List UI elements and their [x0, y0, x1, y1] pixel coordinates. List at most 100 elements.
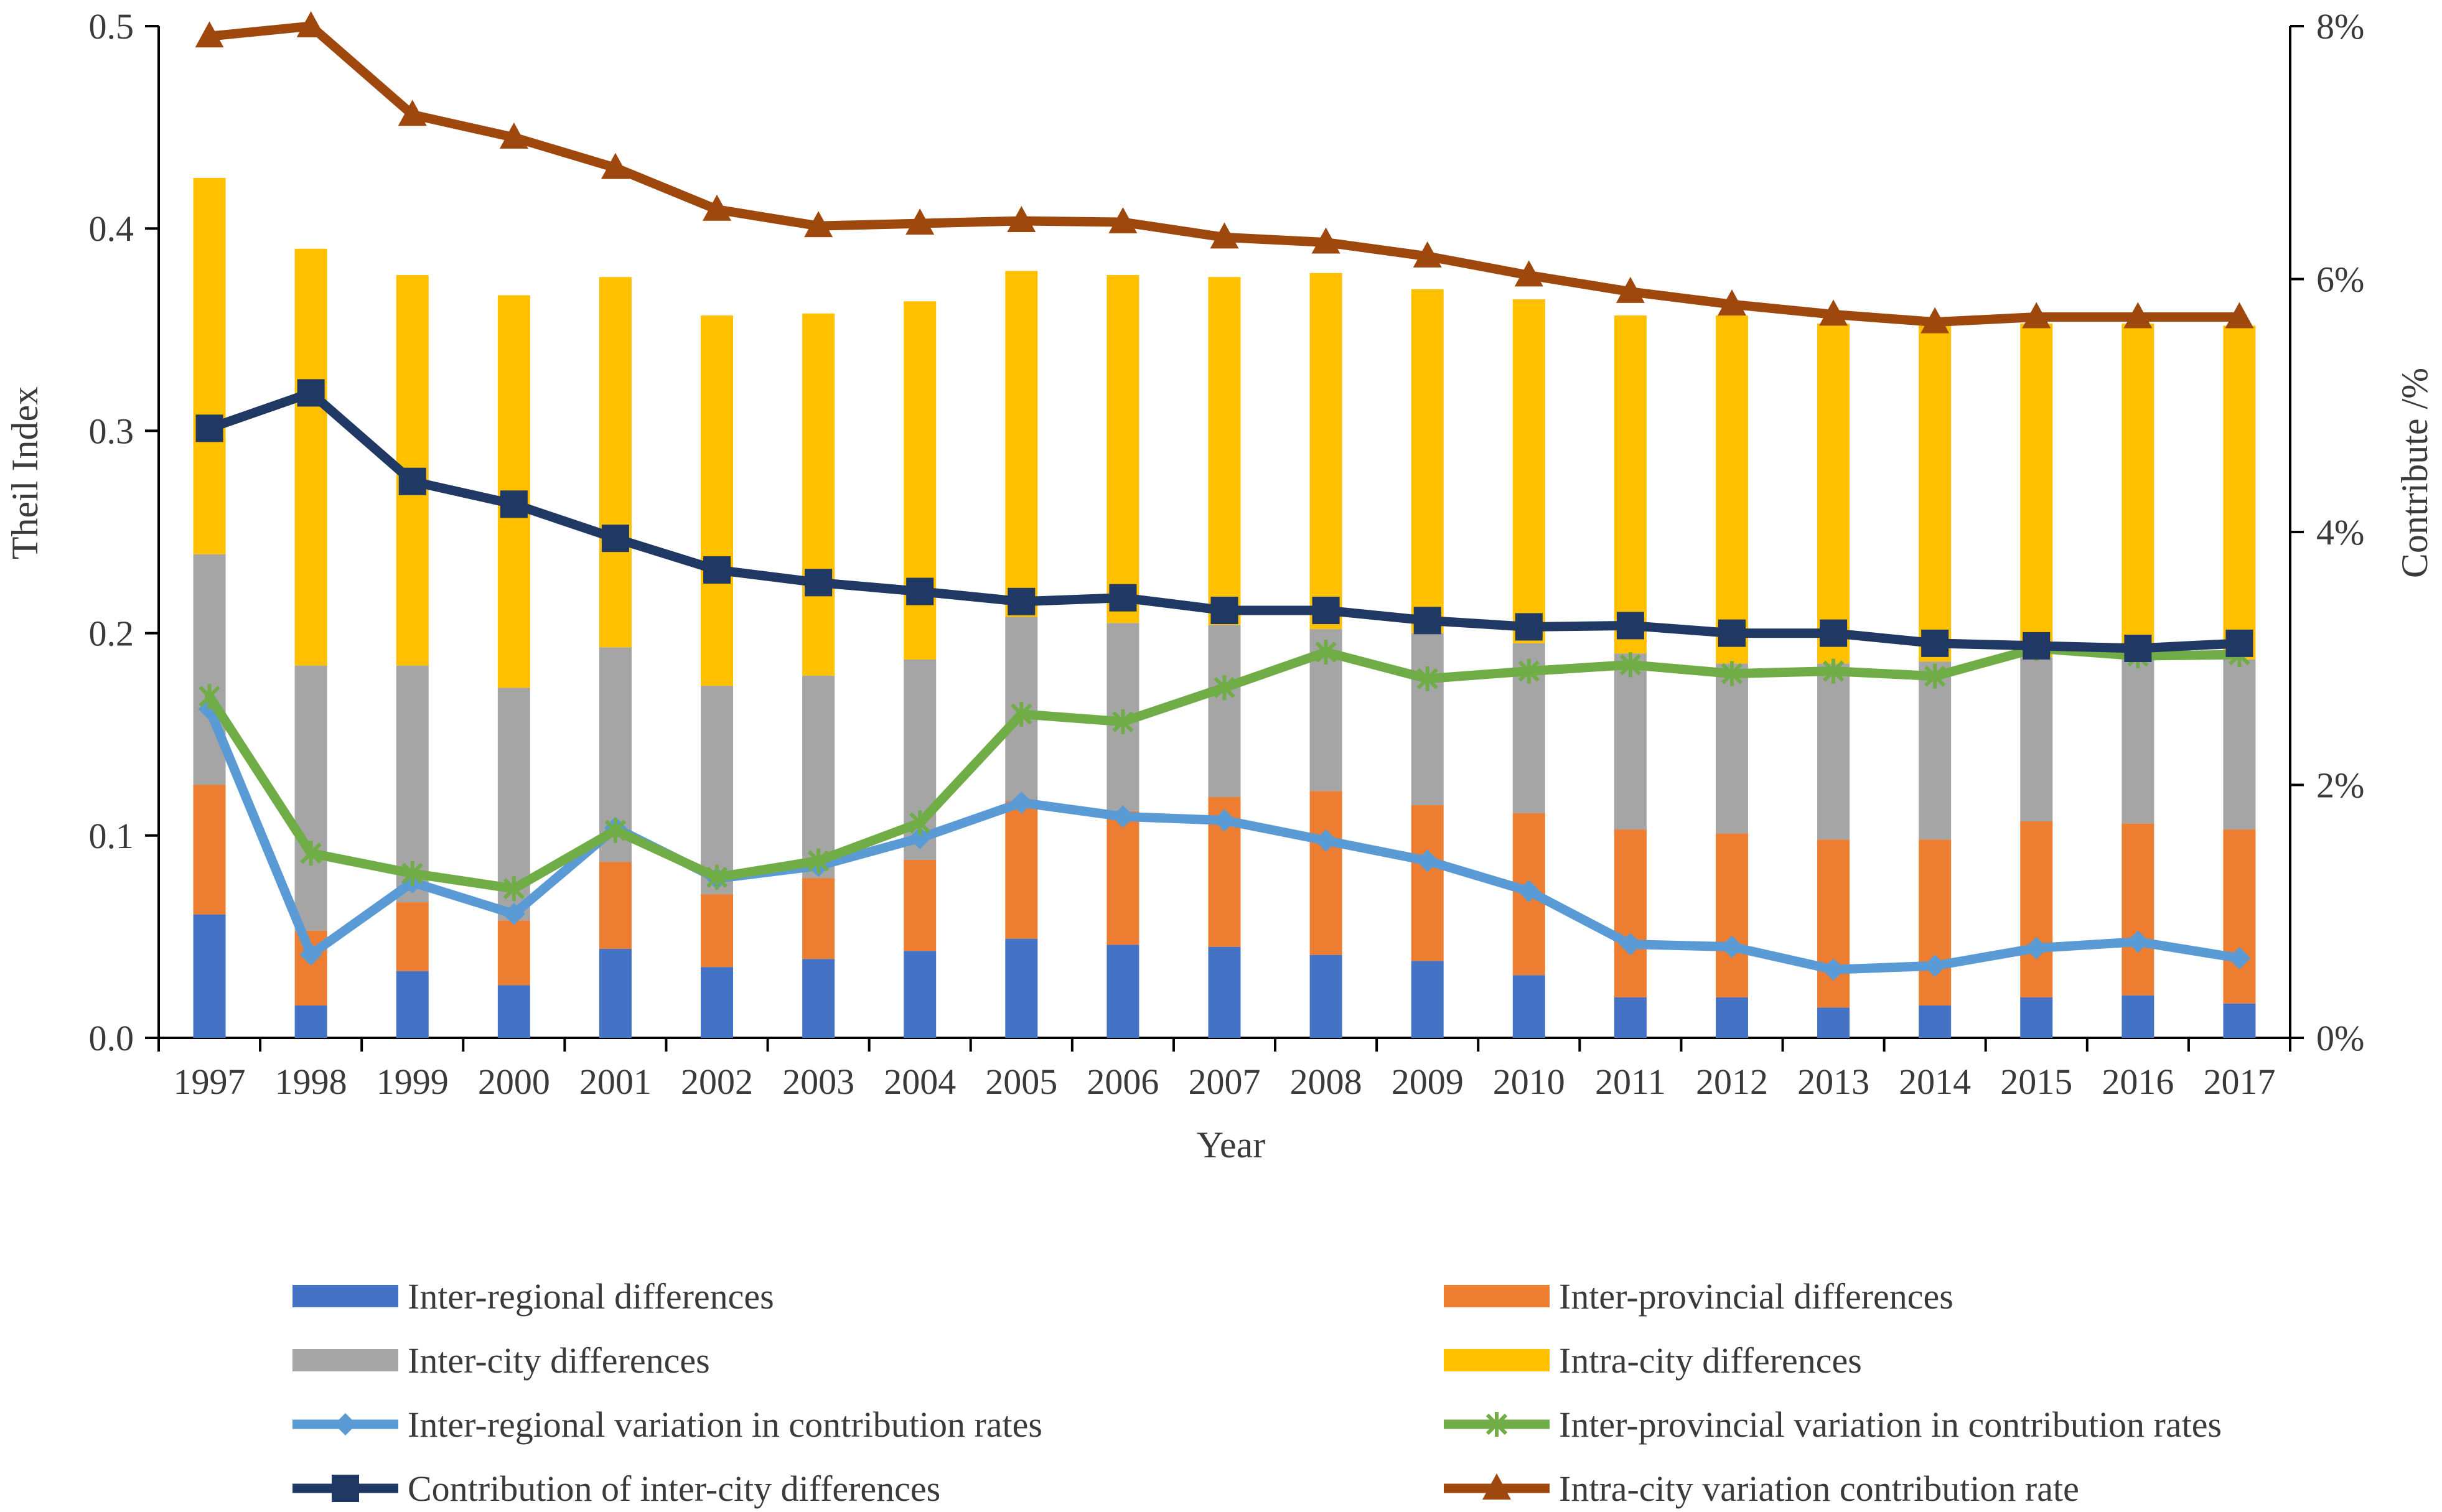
- bar-segment: [2122, 995, 2154, 1038]
- bar-segment: [701, 894, 734, 968]
- x-tick-label: 2000: [478, 1062, 550, 1102]
- line-marker: [1718, 619, 1746, 647]
- line-marker: [398, 467, 426, 495]
- legend-label: Intra-city differences: [1559, 1340, 1862, 1381]
- bar-segment: [1919, 661, 1952, 840]
- legend-swatch: [1444, 1285, 1550, 1307]
- line-marker: [1112, 709, 1134, 734]
- bar-segment: [1614, 653, 1647, 830]
- line-marker: [1514, 260, 1543, 287]
- bar-segment: [2020, 821, 2053, 997]
- line-marker: [1210, 597, 1238, 625]
- bar-segment: [1919, 1005, 1952, 1038]
- bar-segment: [1715, 315, 1748, 664]
- bar-segment: [2223, 325, 2256, 660]
- line-marker: [1517, 880, 1540, 903]
- line-marker: [1717, 289, 1746, 316]
- line-marker: [1213, 809, 1236, 832]
- y-tick-label: 0.3: [89, 411, 134, 451]
- line-marker: [1485, 1412, 1508, 1437]
- bar-segment: [1005, 801, 1038, 939]
- legend-label: Intra-city variation contribution rate: [1559, 1468, 2079, 1509]
- x-tick-label: 2007: [1189, 1062, 1261, 1102]
- x-tick-label: 2004: [884, 1062, 956, 1102]
- line-marker: [500, 490, 528, 518]
- line-marker: [1007, 206, 1036, 233]
- bar-segment: [2223, 1003, 2256, 1038]
- x-tick-label: 2006: [1087, 1062, 1159, 1102]
- bar-segment: [1919, 839, 1952, 1006]
- bar-segment: [1512, 975, 1545, 1038]
- bar-segment: [701, 315, 734, 686]
- line-marker: [1413, 241, 1442, 268]
- line-marker: [299, 943, 322, 966]
- line-marker: [601, 525, 629, 553]
- line-marker: [2225, 629, 2253, 657]
- x-tick-label: 2015: [2000, 1062, 2072, 1102]
- line-marker: [2228, 946, 2251, 969]
- bar-segment: [1106, 945, 1139, 1038]
- bar-segment: [1106, 811, 1139, 945]
- line-marker: [1413, 607, 1441, 635]
- line-marker: [1312, 597, 1340, 625]
- bar-segment: [2020, 324, 2053, 658]
- x-tick-label: 2011: [1595, 1062, 1666, 1102]
- bar-segment: [497, 920, 530, 986]
- bar-segment: [904, 859, 937, 951]
- bar-segment: [1411, 805, 1444, 961]
- bar-segment: [701, 686, 734, 895]
- bar-segment: [1411, 289, 1444, 633]
- y2-axis-title: Contribute /%: [2394, 368, 2435, 578]
- line-marker: [1616, 276, 1645, 303]
- line-marker: [1518, 658, 1540, 684]
- line-marker: [296, 11, 325, 37]
- y2-tick-label: 4%: [2316, 512, 2364, 553]
- x-tick-label: 2010: [1493, 1062, 1565, 1102]
- bar-segment: [294, 665, 327, 931]
- line-marker: [199, 684, 220, 709]
- line-marker: [804, 211, 833, 238]
- x-tick-label: 1999: [377, 1062, 449, 1102]
- x-tick-label: 2009: [1392, 1062, 1464, 1102]
- bar-segment: [1208, 277, 1241, 625]
- bar-segment: [294, 1005, 327, 1038]
- bar-segment: [599, 862, 632, 949]
- line-marker: [1314, 829, 1337, 852]
- bar-segment: [599, 948, 632, 1038]
- legend-label: Inter-regional variation in contribution…: [408, 1404, 1042, 1445]
- bar-segment: [1208, 625, 1241, 798]
- bars: [193, 177, 2256, 1038]
- line-marker: [2123, 302, 2153, 329]
- axes: Year Theil Index Contribute /% 0.0 0.1 0.2…: [4, 6, 2435, 1165]
- line-marker: [1820, 619, 1848, 647]
- line-marker: [1920, 307, 1950, 334]
- bar-segment: [802, 878, 835, 959]
- y-tick-label: 0.4: [89, 208, 134, 249]
- bar-segment: [1817, 1007, 1850, 1038]
- x-axis-title: Year: [1197, 1124, 1266, 1165]
- line-marker: [334, 1413, 357, 1435]
- bar-segment: [1817, 839, 1850, 1008]
- bar-segment: [2122, 823, 2154, 996]
- bar-segment: [1411, 961, 1444, 1038]
- bar-segment: [396, 902, 429, 971]
- bar-segment: [1817, 663, 1850, 840]
- x-tick-label: 2002: [681, 1062, 753, 1102]
- x-tick-label: 2001: [579, 1062, 652, 1102]
- bar-segment: [1715, 663, 1748, 834]
- line-marker: [1311, 227, 1340, 254]
- bar-segment: [802, 313, 835, 676]
- x-tick-label: 2005: [985, 1062, 1057, 1102]
- legend-label: Inter-provincial differences: [1559, 1276, 1953, 1317]
- line-marker: [503, 876, 525, 902]
- line-marker: [1416, 849, 1439, 872]
- x-tick-label: 2017: [2203, 1062, 2275, 1102]
- y-tick-label: 0.1: [89, 816, 134, 856]
- bar-segment: [1309, 954, 1342, 1038]
- line-marker: [906, 577, 934, 605]
- line-marker: [2023, 632, 2051, 660]
- line-marker: [1011, 701, 1032, 727]
- line-marker: [1111, 805, 1134, 828]
- legend-label: Inter-regional differences: [408, 1276, 774, 1317]
- line-marker: [1924, 954, 1947, 978]
